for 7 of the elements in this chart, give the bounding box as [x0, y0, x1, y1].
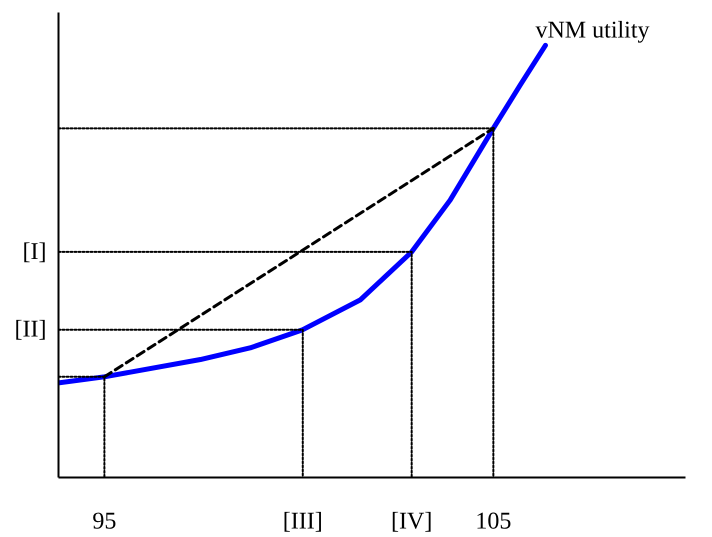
- x-tick-label: 95: [92, 508, 116, 534]
- series-label: [II]: [14, 316, 46, 343]
- x-tick-label: [IV]: [391, 508, 432, 534]
- series-label: [I]: [22, 238, 47, 265]
- x-tick-label: [III]: [282, 508, 323, 534]
- series-label: vNM utility: [535, 17, 650, 44]
- x-tick-label: 105: [475, 508, 512, 534]
